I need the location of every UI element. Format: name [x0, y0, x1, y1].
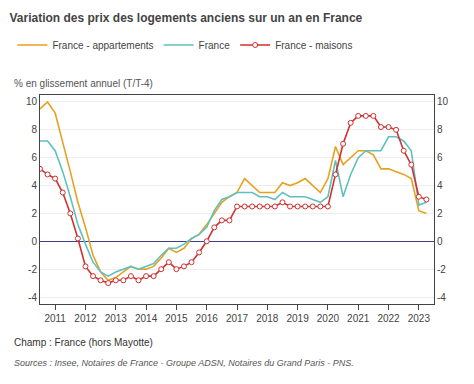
svg-text:2: 2: [437, 208, 443, 219]
svg-text:Champ : France (hors Mayotte): Champ : France (hors Mayotte): [14, 337, 153, 348]
svg-text:10: 10: [26, 96, 38, 107]
svg-text:2019: 2019: [286, 313, 309, 324]
svg-text:France - appartements: France - appartements: [52, 40, 153, 51]
svg-text:2013: 2013: [105, 313, 128, 324]
svg-text:6: 6: [31, 152, 37, 163]
svg-text:6: 6: [437, 152, 443, 163]
svg-text:4: 4: [437, 180, 443, 191]
svg-text:Variation des prix des logemen: Variation des prix des logements anciens…: [9, 11, 362, 25]
svg-text:8: 8: [31, 124, 37, 135]
svg-text:2015: 2015: [165, 313, 188, 324]
svg-text:2011: 2011: [44, 313, 66, 324]
svg-text:4: 4: [31, 180, 37, 191]
svg-text:Sources : Insee, Notaires de F: Sources : Insee, Notaires de France - Gr…: [14, 358, 354, 368]
svg-text:2022: 2022: [377, 313, 400, 324]
svg-text:2012: 2012: [74, 313, 97, 324]
svg-text:2017: 2017: [226, 313, 249, 324]
svg-text:2: 2: [31, 208, 37, 219]
svg-text:-4: -4: [437, 292, 446, 303]
svg-text:0: 0: [437, 236, 443, 247]
svg-text:2014: 2014: [135, 313, 158, 324]
svg-text:-2: -2: [437, 264, 446, 275]
svg-text:8: 8: [437, 124, 443, 135]
svg-text:2016: 2016: [196, 313, 219, 324]
svg-text:10: 10: [437, 96, 449, 107]
svg-text:2023: 2023: [408, 313, 431, 324]
svg-text:2018: 2018: [256, 313, 279, 324]
svg-text:France - maisons: France - maisons: [275, 40, 352, 51]
svg-text:-2: -2: [28, 264, 37, 275]
svg-text:-4: -4: [28, 292, 37, 303]
svg-text:% en glissement annuel (T/T-4): % en glissement annuel (T/T-4): [14, 78, 153, 89]
svg-text:2020: 2020: [317, 313, 340, 324]
svg-text:2021: 2021: [347, 313, 370, 324]
svg-text:France: France: [199, 40, 231, 51]
svg-text:0: 0: [31, 236, 37, 247]
